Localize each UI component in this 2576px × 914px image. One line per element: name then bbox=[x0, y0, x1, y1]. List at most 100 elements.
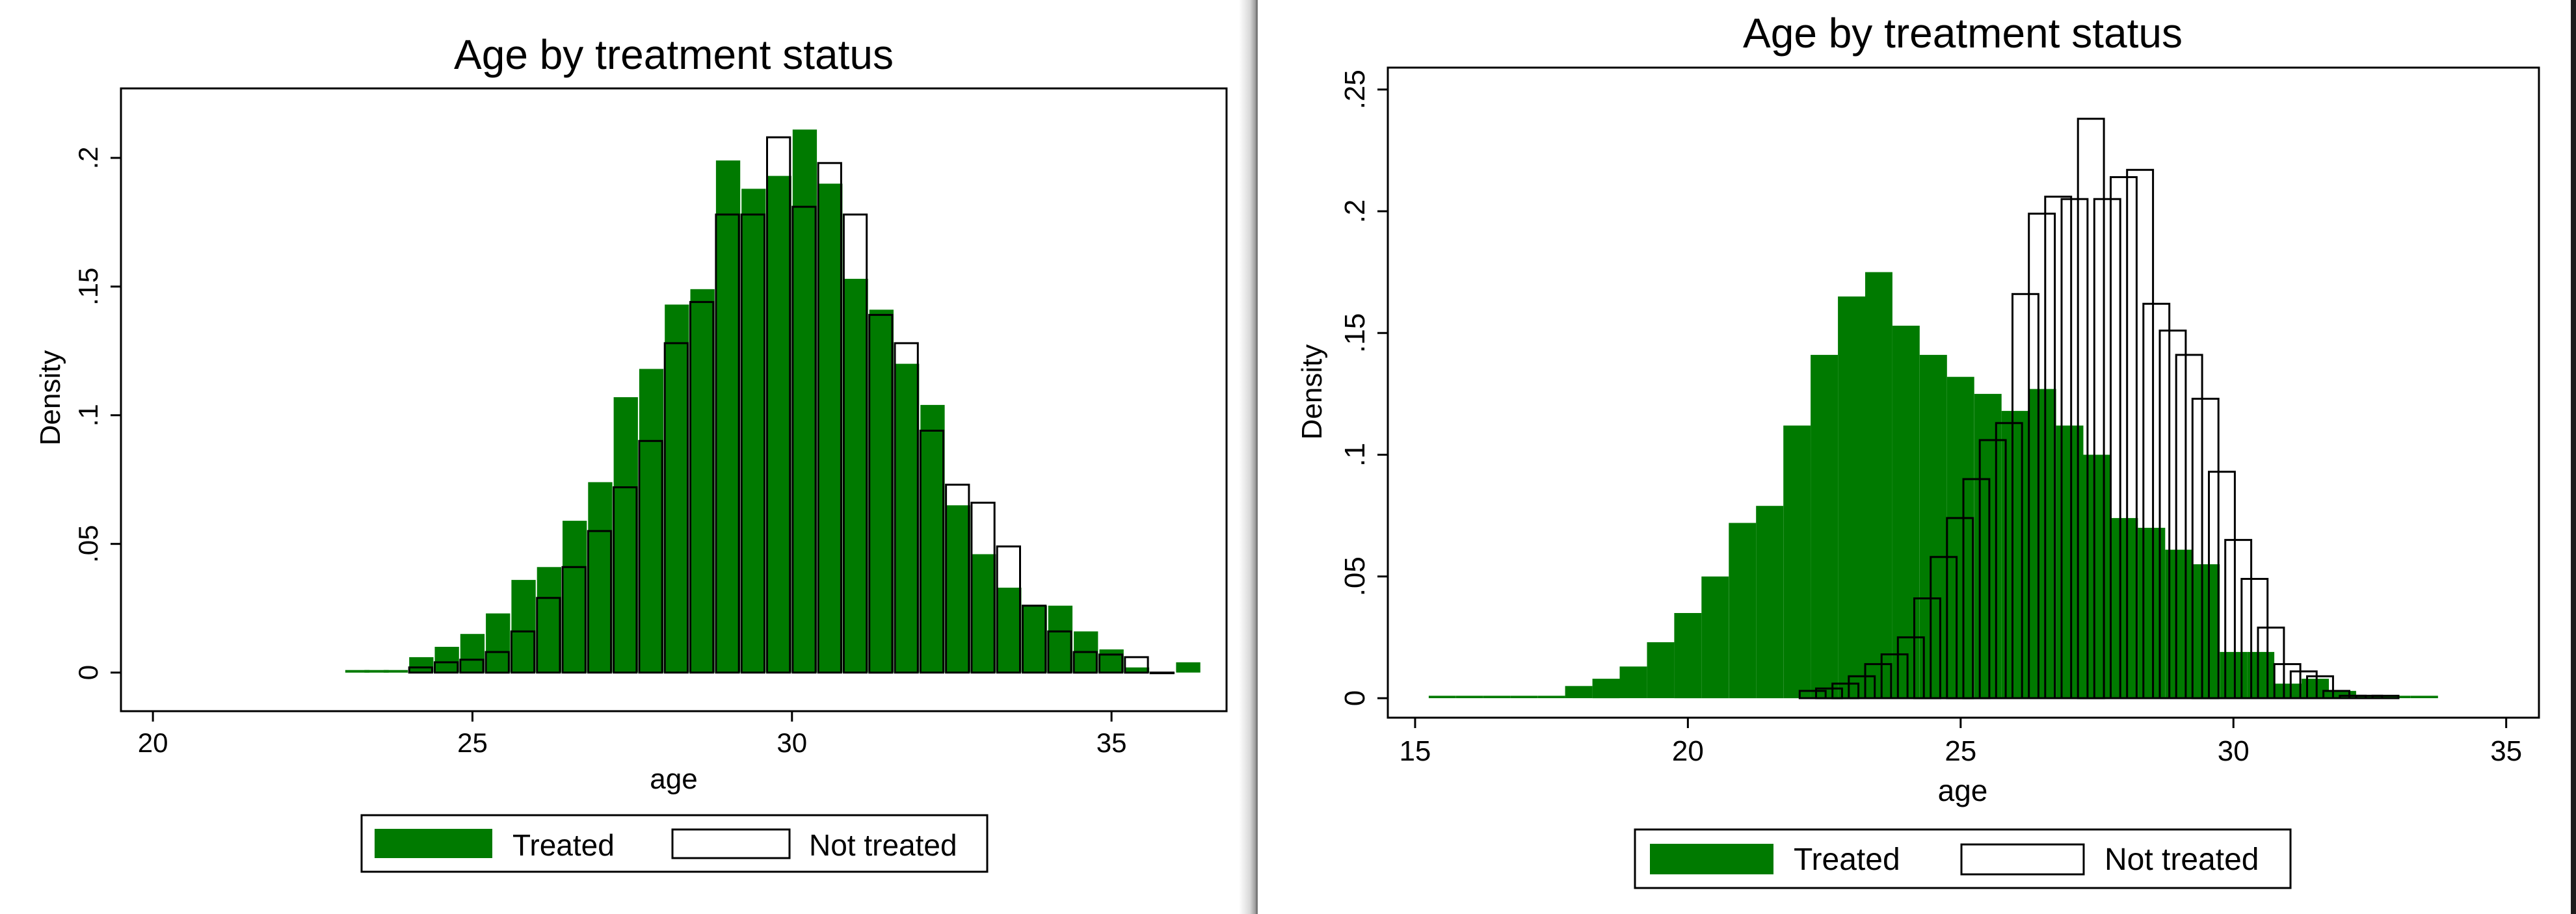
bar-treated bbox=[364, 670, 389, 673]
x-tick-label: 20 bbox=[1672, 735, 1704, 767]
bar-not-treated bbox=[2044, 196, 2073, 699]
x-tick-label: 20 bbox=[138, 727, 168, 758]
bar-not-treated bbox=[613, 486, 638, 674]
bar-treated bbox=[2110, 517, 2138, 699]
bar-treated bbox=[1756, 506, 1784, 699]
bar-not-treated bbox=[2208, 471, 2236, 699]
bar-treated bbox=[1701, 576, 1729, 699]
bar-treated bbox=[767, 176, 791, 673]
bar-treated bbox=[1455, 696, 1483, 698]
bar-treated bbox=[2410, 696, 2438, 698]
bar-treated bbox=[1510, 696, 1538, 698]
bar-not-treated bbox=[715, 213, 740, 674]
bar-not-treated bbox=[2322, 690, 2351, 699]
bar-not-treated bbox=[1880, 653, 1909, 699]
y-tick-label: 0 bbox=[1339, 690, 1371, 706]
y-tick-label: 0 bbox=[73, 665, 103, 680]
bar-not-treated bbox=[2012, 293, 2039, 699]
y-axis-label: Density bbox=[34, 350, 66, 446]
bar-treated bbox=[434, 647, 459, 673]
bar-not-treated bbox=[561, 566, 587, 674]
plot-frame bbox=[1387, 66, 2540, 719]
y-tick-label: .2 bbox=[73, 146, 103, 169]
bar-not-treated bbox=[2257, 626, 2285, 699]
bar-treated bbox=[2356, 696, 2383, 698]
bar-not-treated bbox=[1962, 478, 1991, 699]
bar-treated bbox=[1619, 666, 1647, 698]
bar-treated bbox=[563, 521, 587, 673]
bar-treated bbox=[537, 567, 561, 673]
bar-treated bbox=[997, 588, 1022, 673]
bar-not-treated bbox=[1848, 675, 1876, 699]
legend-label-not-treated: Not treated bbox=[809, 828, 957, 862]
x-tick-label: 35 bbox=[1096, 727, 1127, 758]
x-axis-label: age bbox=[650, 763, 697, 795]
bar-not-treated bbox=[2158, 330, 2187, 699]
bar-not-treated bbox=[1798, 690, 1827, 699]
bar-not-treated bbox=[970, 501, 996, 674]
bar-not-treated bbox=[2371, 694, 2400, 699]
bar-not-treated bbox=[689, 301, 715, 674]
bar-treated bbox=[920, 404, 945, 673]
bar-not-treated bbox=[766, 136, 791, 674]
y-axis-label: Density bbox=[1296, 345, 1328, 440]
bar-not-treated bbox=[2142, 302, 2171, 699]
legend-key-not-treated bbox=[1960, 843, 2085, 876]
bar-treated bbox=[1022, 605, 1047, 673]
bar-treated bbox=[2302, 679, 2329, 699]
bar-treated bbox=[460, 634, 485, 673]
bar-not-treated bbox=[1946, 517, 1974, 699]
legend-label-not-treated: Not treated bbox=[2105, 842, 2259, 877]
bar-not-treated bbox=[2126, 168, 2155, 699]
bar-not-treated bbox=[996, 545, 1021, 674]
bar-not-treated bbox=[1022, 605, 1047, 674]
y-tick-label: .05 bbox=[73, 525, 103, 562]
x-tick-label: 30 bbox=[2218, 735, 2250, 767]
bar-not-treated bbox=[587, 530, 613, 674]
bar-not-treated bbox=[2110, 176, 2138, 699]
y-tick-label: .1 bbox=[73, 404, 103, 426]
bar-not-treated bbox=[945, 484, 970, 674]
bar-treated bbox=[613, 397, 638, 673]
bar-treated bbox=[792, 129, 817, 673]
bar-not-treated bbox=[1978, 439, 2007, 699]
bar-not-treated bbox=[2224, 539, 2253, 699]
bar-treated bbox=[715, 160, 741, 673]
bar-not-treated bbox=[2077, 118, 2105, 699]
bar-treated bbox=[1729, 523, 1757, 699]
y-tick-label: .15 bbox=[1339, 313, 1371, 353]
bar-treated bbox=[409, 657, 434, 673]
bar-treated bbox=[1647, 642, 1675, 698]
bar-treated bbox=[843, 278, 868, 673]
bar-not-treated bbox=[638, 439, 663, 674]
y-tick-label: .1 bbox=[1339, 443, 1371, 467]
bar-treated bbox=[2028, 389, 2056, 699]
bar-not-treated bbox=[919, 430, 945, 674]
bar-treated bbox=[1838, 296, 1865, 699]
bar-not-treated bbox=[740, 213, 765, 674]
page-gutter-shadow bbox=[1239, 0, 1257, 914]
x-tick-label: 25 bbox=[457, 727, 488, 758]
bar-treated bbox=[383, 670, 408, 673]
bar-not-treated bbox=[2289, 670, 2318, 699]
legend-key-treated bbox=[375, 829, 492, 858]
x-tick-label: 35 bbox=[2490, 735, 2522, 767]
bar-not-treated bbox=[1995, 422, 2023, 699]
bar-treated bbox=[1048, 605, 1073, 673]
bar-treated bbox=[1565, 686, 1593, 698]
bar-not-treated bbox=[842, 213, 868, 674]
bar-not-treated bbox=[1815, 687, 1843, 699]
bar-not-treated bbox=[2060, 198, 2089, 699]
bar-not-treated bbox=[791, 205, 817, 674]
y-tick-label: .15 bbox=[73, 268, 103, 306]
bar-not-treated bbox=[434, 661, 459, 674]
bar-not-treated bbox=[1896, 636, 1925, 699]
bar-not-treated bbox=[1124, 656, 1149, 674]
bar-not-treated bbox=[510, 630, 536, 674]
bar-not-treated bbox=[1913, 597, 1941, 699]
x-tick-label: 25 bbox=[1945, 735, 1976, 767]
bar-treated bbox=[1674, 613, 1702, 699]
bar-not-treated bbox=[1047, 630, 1072, 674]
bar-not-treated bbox=[894, 342, 919, 674]
bar-treated bbox=[869, 309, 894, 673]
